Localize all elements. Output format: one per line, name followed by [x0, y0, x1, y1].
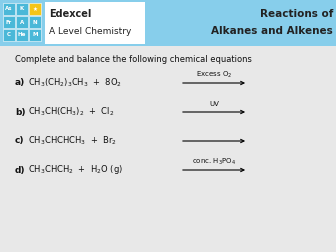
Text: b): b)	[15, 108, 26, 116]
Text: K: K	[20, 7, 24, 12]
Text: A Level Chemistry: A Level Chemistry	[49, 26, 131, 36]
Bar	[16, 29, 28, 41]
Text: Edexcel: Edexcel	[49, 9, 91, 19]
Bar	[45, 2, 145, 44]
Text: ★: ★	[33, 7, 37, 12]
Text: CH$_3$CHCHCH$_3$  +  Br$_2$: CH$_3$CHCHCH$_3$ + Br$_2$	[28, 135, 117, 147]
Text: a): a)	[15, 79, 25, 87]
Text: CH$_3$(CH$_2$)$_3$CH$_3$  +  8O$_2$: CH$_3$(CH$_2$)$_3$CH$_3$ + 8O$_2$	[28, 77, 122, 89]
Text: Complete and balance the following chemical equations: Complete and balance the following chemi…	[15, 55, 252, 65]
Bar	[29, 16, 41, 28]
Bar	[16, 16, 28, 28]
Bar	[3, 3, 15, 15]
Text: A: A	[20, 19, 24, 24]
Text: UV: UV	[209, 101, 219, 107]
Text: He: He	[18, 33, 26, 38]
Text: Alkanes and Alkenes: Alkanes and Alkenes	[211, 26, 333, 36]
Text: Fr: Fr	[6, 19, 12, 24]
Text: N: N	[33, 19, 37, 24]
Bar	[29, 3, 41, 15]
Text: CH$_3$CHCH$_2$  +  H$_2$O (g): CH$_3$CHCH$_2$ + H$_2$O (g)	[28, 164, 123, 176]
Bar	[3, 29, 15, 41]
Text: d): d)	[15, 166, 26, 174]
Text: conc. H$_3$PO$_4$: conc. H$_3$PO$_4$	[192, 157, 236, 167]
Bar	[29, 29, 41, 41]
Bar	[3, 16, 15, 28]
Text: As: As	[5, 7, 13, 12]
Text: c): c)	[15, 137, 25, 145]
Text: CH$_3$CH(CH$_3$)$_2$  +  Cl$_2$: CH$_3$CH(CH$_3$)$_2$ + Cl$_2$	[28, 106, 114, 118]
Text: Reactions of: Reactions of	[260, 9, 333, 19]
Bar	[0, 0, 336, 46]
Bar	[16, 3, 28, 15]
Text: Excess O$_2$: Excess O$_2$	[196, 70, 232, 80]
Text: C: C	[7, 33, 11, 38]
Text: M: M	[32, 33, 38, 38]
